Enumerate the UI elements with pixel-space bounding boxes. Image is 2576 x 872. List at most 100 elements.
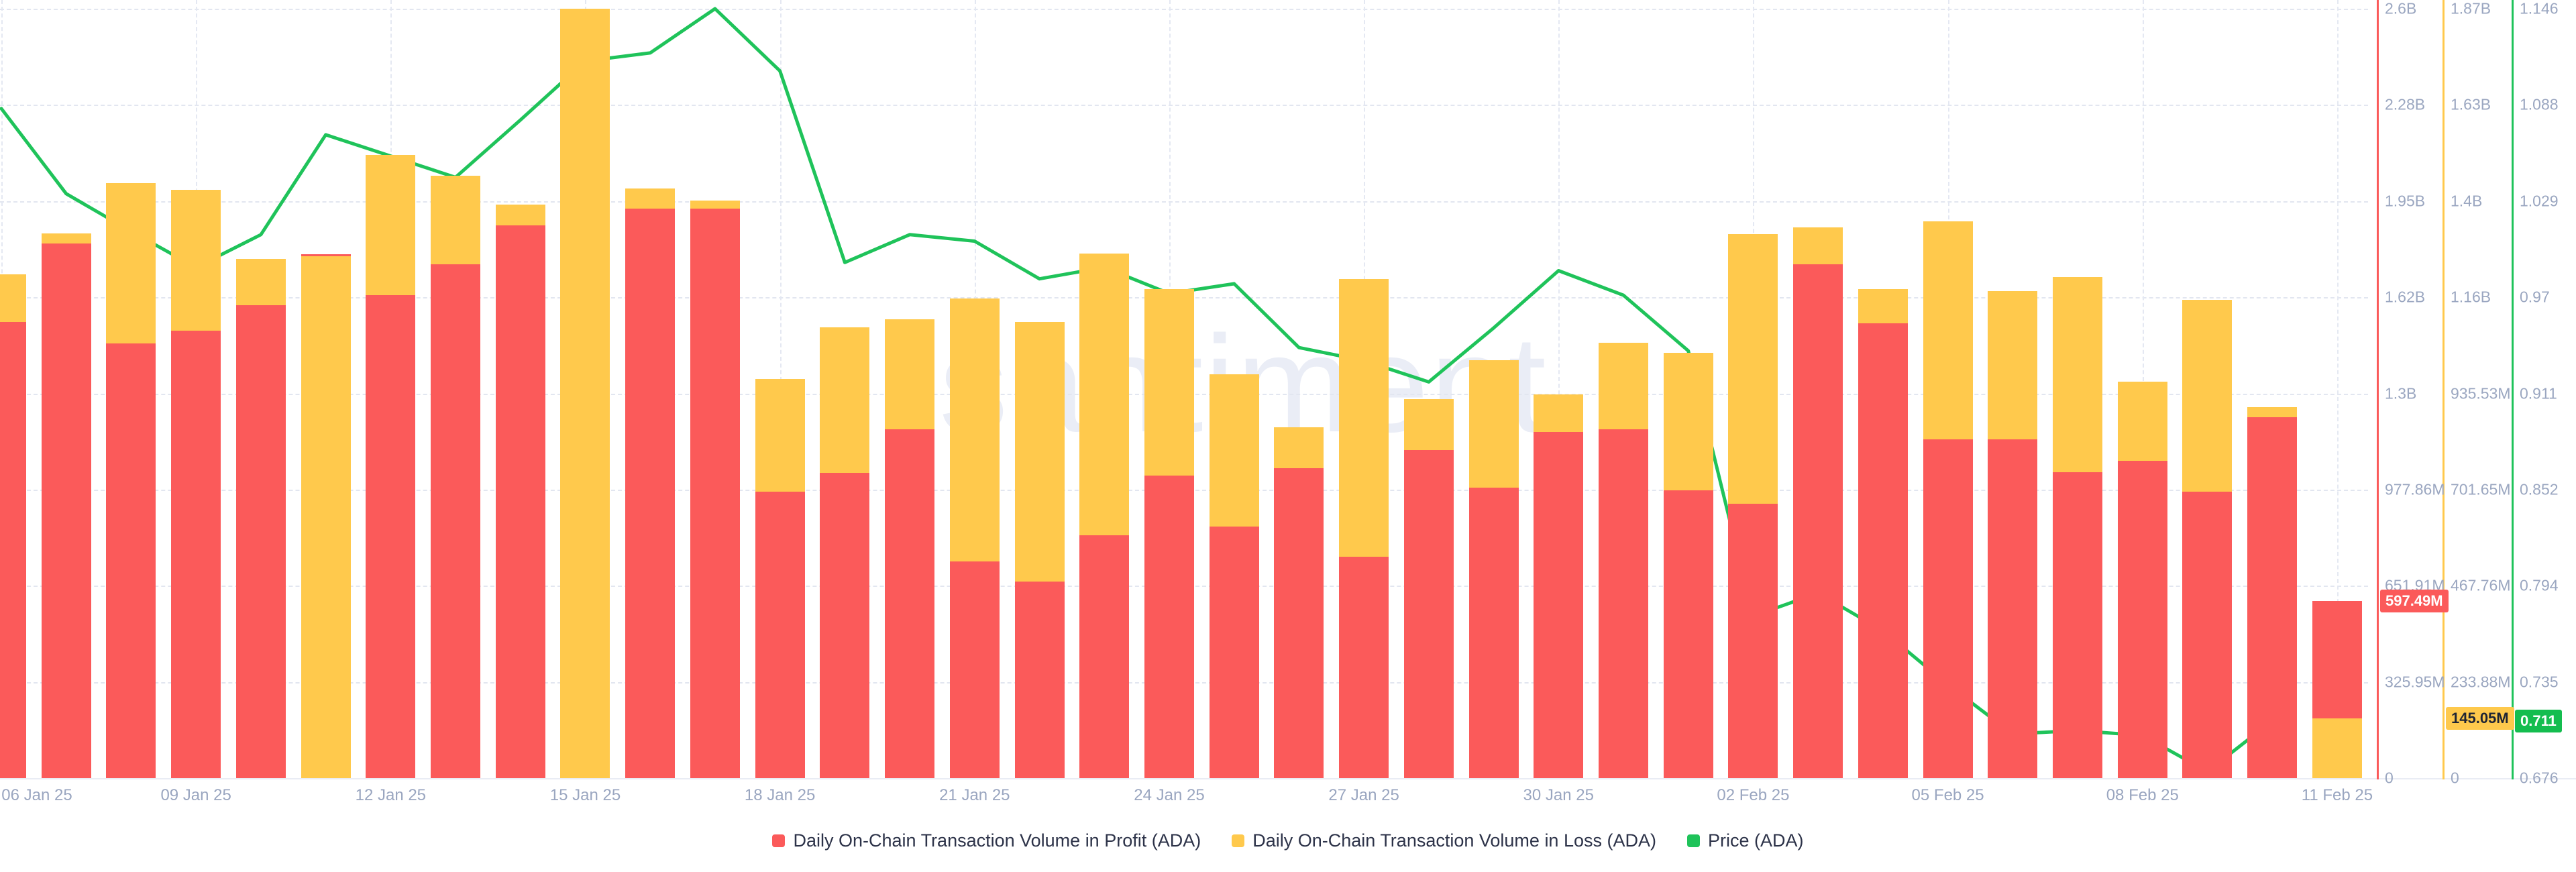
loss-current-badge: 145.05M (2446, 707, 2514, 730)
profit-bar-06 Feb 25[interactable] (1988, 439, 2038, 778)
profit-bar-02 Feb 25[interactable] (1728, 504, 1778, 778)
y-tick-label: 1.029 (2520, 192, 2559, 210)
profit-bar-31 Jan 25[interactable] (1599, 429, 1648, 778)
x-tick-label: 09 Jan 25 (160, 786, 231, 804)
y-tick-label: 977.86M (2385, 480, 2445, 498)
y-tick-label: 1.62B (2385, 288, 2426, 306)
profit-bar-30 Jan 25[interactable] (1534, 431, 1584, 778)
profit-bar-22 Jan 25[interactable] (1014, 582, 1065, 778)
profit-swatch-icon (772, 834, 786, 847)
y-tick-label: 1.16B (2451, 288, 2491, 306)
profit-bar-24 Jan 25[interactable] (1144, 476, 1194, 778)
profit-bar-10 Jan 25[interactable] (235, 305, 286, 778)
profit-bar-23 Jan 25[interactable] (1079, 535, 1130, 778)
loss-axis-line (2443, 0, 2445, 779)
profit-bar-07 Feb 25[interactable] (2053, 472, 2103, 778)
profit-bar-13 Jan 25[interactable] (431, 264, 481, 778)
profit-bar-27 Jan 25[interactable] (1339, 557, 1389, 778)
y-tick-label: 0.794 (2520, 576, 2559, 594)
y-tick-label: 0.735 (2520, 673, 2559, 691)
profit-bar-25 Jan 25[interactable] (1209, 527, 1259, 778)
y-tick-label: 935.53M (2451, 384, 2511, 402)
y-tick-label: 2.6B (2385, 0, 2417, 17)
y-tick-label: 0.852 (2520, 480, 2559, 498)
legend-loss-label: Daily On-Chain Transaction Volume in Los… (1252, 830, 1656, 851)
x-tick-label: 30 Jan 25 (1523, 786, 1594, 804)
profit-bar-18 Jan 25[interactable] (755, 491, 805, 778)
x-tick-label: 02 Feb 25 (1717, 786, 1790, 804)
y-tick-label: 467.76M (2451, 576, 2511, 594)
profit-bar-29 Jan 25[interactable] (1468, 488, 1519, 778)
profit-bar-08 Jan 25[interactable] (106, 343, 156, 778)
profit-current-badge: 597.49M (2380, 590, 2449, 613)
y-tick-label: 1.87B (2451, 0, 2491, 17)
profit-bar-16 Jan 25[interactable] (625, 208, 676, 778)
y-tick-label: 701.65M (2451, 480, 2511, 498)
profit-bar-06 Jan 25[interactable] (0, 322, 26, 778)
profit-bar-12 Jan 25[interactable] (366, 295, 416, 778)
profit-bar-07 Jan 25[interactable] (41, 243, 91, 778)
y-tick-label: 233.88M (2451, 673, 2511, 691)
y-tick-label: 0 (2451, 769, 2459, 787)
profit-bar-21 Jan 25[interactable] (949, 561, 1000, 778)
x-tick-label: 18 Jan 25 (744, 786, 816, 804)
profit-bar-26 Jan 25[interactable] (1274, 468, 1324, 778)
profit-bar-14 Jan 25[interactable] (495, 225, 545, 778)
loss-bar-11 Feb 25[interactable] (2312, 718, 2362, 778)
price-current-badge: 0.711 (2515, 709, 2562, 732)
profit-bar-05 Feb 25[interactable] (1923, 439, 1973, 778)
horizontal-gridline (0, 105, 2368, 107)
x-tick-label: 15 Jan 25 (549, 786, 621, 804)
plot-area[interactable]: santiment. (0, 0, 2368, 778)
profit-bar-17 Jan 25[interactable] (690, 208, 740, 778)
x-tick-label: 12 Jan 25 (355, 786, 427, 804)
profit-bar-28 Jan 25[interactable] (1403, 450, 1454, 778)
x-tick-label: 11 Feb 25 (2301, 786, 2373, 804)
profit-bar-03 Feb 25[interactable] (1793, 264, 1843, 778)
vertical-gridline (1558, 0, 1560, 778)
loss-bar-11 Jan 25[interactable] (301, 256, 351, 778)
x-tick-label: 05 Feb 25 (1911, 786, 1984, 804)
x-tick-label: 24 Jan 25 (1134, 786, 1205, 804)
horizontal-gridline (0, 201, 2368, 203)
y-tick-label: 0.97 (2520, 288, 2550, 306)
profit-bar-10 Feb 25[interactable] (2247, 417, 2298, 778)
profit-bar-04 Feb 25[interactable] (1858, 323, 1908, 778)
x-tick-label: 06 Jan 25 (1, 786, 72, 804)
y-tick-label: 2.28B (2385, 95, 2426, 113)
x-axis-baseline (0, 778, 2576, 779)
legend-item-loss[interactable]: Daily On-Chain Transaction Volume in Los… (1232, 830, 1656, 851)
profit-bar-01 Feb 25[interactable] (1663, 490, 1713, 778)
profit-bar-09 Jan 25[interactable] (171, 330, 221, 778)
loss-swatch-icon (1232, 834, 1245, 847)
vertical-gridline (2337, 0, 2339, 778)
legend-item-profit[interactable]: Daily On-Chain Transaction Volume in Pro… (772, 830, 1201, 851)
profit-axis-line (2377, 0, 2379, 779)
loss-bar-15 Jan 25[interactable] (560, 9, 610, 778)
y-tick-label: 325.95M (2385, 673, 2445, 691)
y-tick-label: 0.676 (2520, 769, 2559, 787)
y-tick-label: 1.146 (2520, 0, 2559, 17)
x-tick-label: 21 Jan 25 (939, 786, 1010, 804)
price-swatch-icon (1687, 834, 1700, 847)
legend-price-label: Price (ADA) (1708, 830, 1804, 851)
price-axis-line (2512, 0, 2514, 779)
y-tick-label: 1.3B (2385, 384, 2417, 402)
x-tick-label: 27 Jan 25 (1328, 786, 1399, 804)
horizontal-gridline (0, 9, 2368, 10)
y-tick-label: 1.95B (2385, 192, 2426, 210)
legend: Daily On-Chain Transaction Volume in Pro… (0, 830, 2576, 851)
y-tick-label: 1.4B (2451, 192, 2483, 210)
profit-bar-09 Feb 25[interactable] (2182, 491, 2233, 778)
profit-bar-19 Jan 25[interactable] (820, 473, 870, 778)
x-tick-label: 08 Feb 25 (2106, 786, 2179, 804)
y-tick-label: 1.63B (2451, 95, 2491, 113)
y-tick-label: 1.088 (2520, 95, 2559, 113)
legend-item-price[interactable]: Price (ADA) (1687, 830, 1804, 851)
profit-bar-08 Feb 25[interactable] (2117, 461, 2167, 778)
legend-profit-label: Daily On-Chain Transaction Volume in Pro… (793, 830, 1201, 851)
y-tick-label: 0.911 (2520, 384, 2557, 402)
profit-bar-20 Jan 25[interactable] (885, 429, 935, 778)
y-tick-label: 0 (2385, 769, 2394, 787)
